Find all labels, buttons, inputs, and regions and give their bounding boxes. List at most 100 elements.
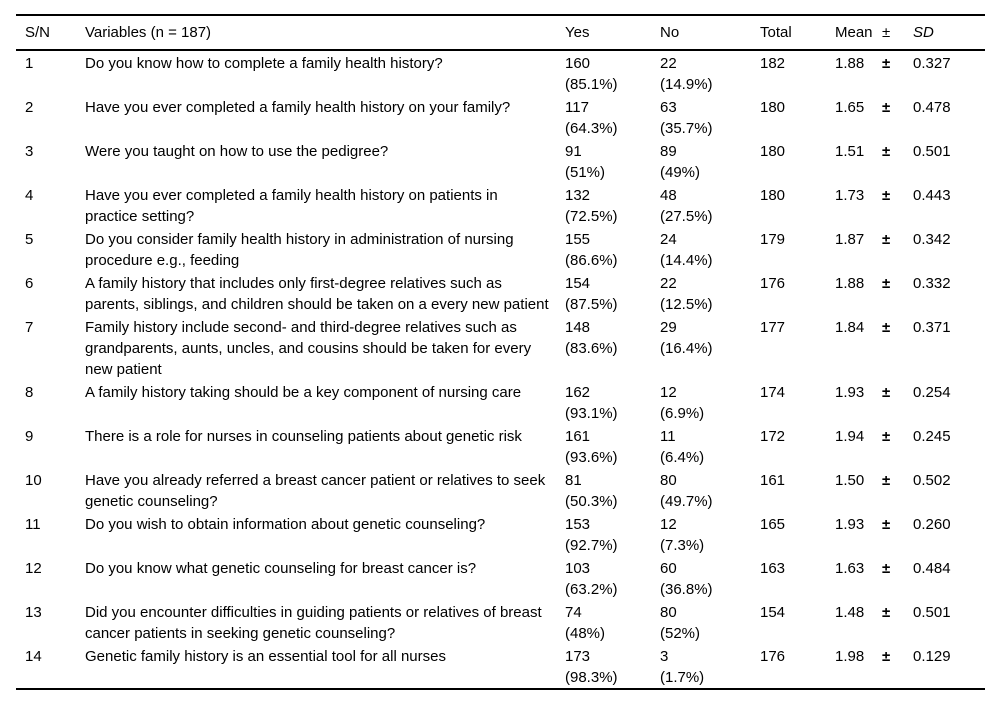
mean-cell: 1.98 <box>835 644 882 689</box>
no-count: 63 <box>660 99 677 116</box>
no-count: 48 <box>660 187 677 204</box>
no-percent: (27.5%) <box>660 208 713 225</box>
yes-count: 74 <box>565 604 582 621</box>
header-sn: S/N <box>25 24 51 41</box>
header-sd: SD <box>913 24 934 41</box>
variable-text: Have you ever completed a family health … <box>85 99 511 116</box>
total-cell: 180 <box>760 183 835 227</box>
yes-percent: (93.6%) <box>565 449 618 466</box>
table-row: 5 Do you consider family health history … <box>16 227 985 271</box>
yes-cell: 160 (85.1%) <box>565 50 660 95</box>
variable-cell: Have you ever completed a family health … <box>85 95 565 139</box>
total-value: 180 <box>760 187 786 204</box>
variable-text: There is a role for nurses in counseling… <box>85 428 522 445</box>
total-cell: 179 <box>760 227 835 271</box>
sd-cell: 0.371 <box>913 315 985 380</box>
sn-value: 12 <box>25 560 42 577</box>
table-row: 6 A family history that includes only fi… <box>16 271 985 315</box>
sn-cell: 5 <box>16 227 85 271</box>
sn-cell: 4 <box>16 183 85 227</box>
sd-cell: 0.478 <box>913 95 985 139</box>
plus-minus-cell: ± <box>882 183 913 227</box>
sd-value: 0.501 <box>913 143 951 160</box>
total-value: 177 <box>760 319 786 336</box>
header-yes: Yes <box>565 24 590 41</box>
variable-text: Did you encounter difficulties in guidin… <box>85 604 542 642</box>
sd-value: 0.245 <box>913 428 951 445</box>
no-percent: (35.7%) <box>660 120 713 137</box>
yes-percent: (86.6%) <box>565 252 618 269</box>
yes-count: 154 <box>565 275 591 292</box>
no-percent: (12.5%) <box>660 296 713 313</box>
variable-text: A family history taking should be a key … <box>85 384 522 401</box>
sd-value: 0.443 <box>913 187 951 204</box>
plus-minus-symbol: ± <box>882 516 891 533</box>
variable-text: Family history include second- and third… <box>85 319 532 378</box>
no-percent: (1.7%) <box>660 669 705 686</box>
variable-text: A family history that includes only firs… <box>85 275 549 313</box>
variable-text: Do you know what genetic counseling for … <box>85 560 477 577</box>
sn-value: 11 <box>25 516 41 533</box>
no-percent: (49%) <box>660 164 701 181</box>
sd-cell: 0.260 <box>913 512 985 556</box>
plus-minus-cell: ± <box>882 600 913 644</box>
table-row: 9 There is a role for nurses in counseli… <box>16 424 985 468</box>
mean-cell: 1.87 <box>835 227 882 271</box>
sd-value: 0.501 <box>913 604 951 621</box>
plus-minus-symbol: ± <box>882 604 891 621</box>
variable-text: Have you ever completed a family health … <box>85 187 498 225</box>
plus-minus-cell: ± <box>882 424 913 468</box>
no-count: 3 <box>660 648 669 665</box>
plus-minus-symbol: ± <box>882 648 891 665</box>
header-row: S/N Variables (n = 187) Yes No Total Mea… <box>16 15 985 50</box>
variable-cell: There is a role for nurses in counseling… <box>85 424 565 468</box>
mean-cell: 1.73 <box>835 183 882 227</box>
yes-count: 160 <box>565 55 591 72</box>
no-percent: (52%) <box>660 625 701 642</box>
mean-cell: 1.88 <box>835 50 882 95</box>
yes-count: 117 <box>565 99 589 116</box>
no-cell: 48 (27.5%) <box>660 183 760 227</box>
yes-percent: (72.5%) <box>565 208 618 225</box>
variable-cell: A family history that includes only firs… <box>85 271 565 315</box>
no-count: 12 <box>660 384 677 401</box>
sn-cell: 14 <box>16 644 85 689</box>
no-cell: 63 (35.7%) <box>660 95 760 139</box>
no-cell: 11 (6.4%) <box>660 424 760 468</box>
no-count: 89 <box>660 143 677 160</box>
total-value: 163 <box>760 560 786 577</box>
sd-cell: 0.502 <box>913 468 985 512</box>
header-plus-minus: ± <box>882 24 891 41</box>
no-percent: (14.9%) <box>660 76 713 93</box>
yes-cell: 153 (92.7%) <box>565 512 660 556</box>
variable-cell: Do you know what genetic counseling for … <box>85 556 565 600</box>
sd-value: 0.478 <box>913 99 951 116</box>
sn-cell: 8 <box>16 380 85 424</box>
total-cell: 176 <box>760 644 835 689</box>
variable-cell: Did you encounter difficulties in guidin… <box>85 600 565 644</box>
yes-cell: 154 (87.5%) <box>565 271 660 315</box>
total-value: 180 <box>760 143 786 160</box>
yes-count: 91 <box>565 143 582 160</box>
sd-cell: 0.129 <box>913 644 985 689</box>
sn-cell: 6 <box>16 271 85 315</box>
table-row: 1 Do you know how to complete a family h… <box>16 50 985 95</box>
total-cell: 176 <box>760 271 835 315</box>
mean-cell: 1.48 <box>835 600 882 644</box>
yes-percent: (85.1%) <box>565 76 618 93</box>
yes-count: 173 <box>565 648 591 665</box>
no-cell: 29 (16.4%) <box>660 315 760 380</box>
yes-count: 148 <box>565 319 591 336</box>
yes-count: 81 <box>565 472 582 489</box>
variable-text: Have you already referred a breast cance… <box>85 472 546 510</box>
yes-cell: 155 (86.6%) <box>565 227 660 271</box>
no-percent: (36.8%) <box>660 581 713 598</box>
mean-value: 1.98 <box>835 648 865 665</box>
variable-cell: Family history include second- and third… <box>85 315 565 380</box>
yes-percent: (92.7%) <box>565 537 618 554</box>
variable-text: Were you taught on how to use the pedigr… <box>85 143 389 160</box>
no-count: 22 <box>660 55 677 72</box>
header-mean: Mean <box>835 24 873 41</box>
no-percent: (6.4%) <box>660 449 705 466</box>
no-cell: 80 (49.7%) <box>660 468 760 512</box>
